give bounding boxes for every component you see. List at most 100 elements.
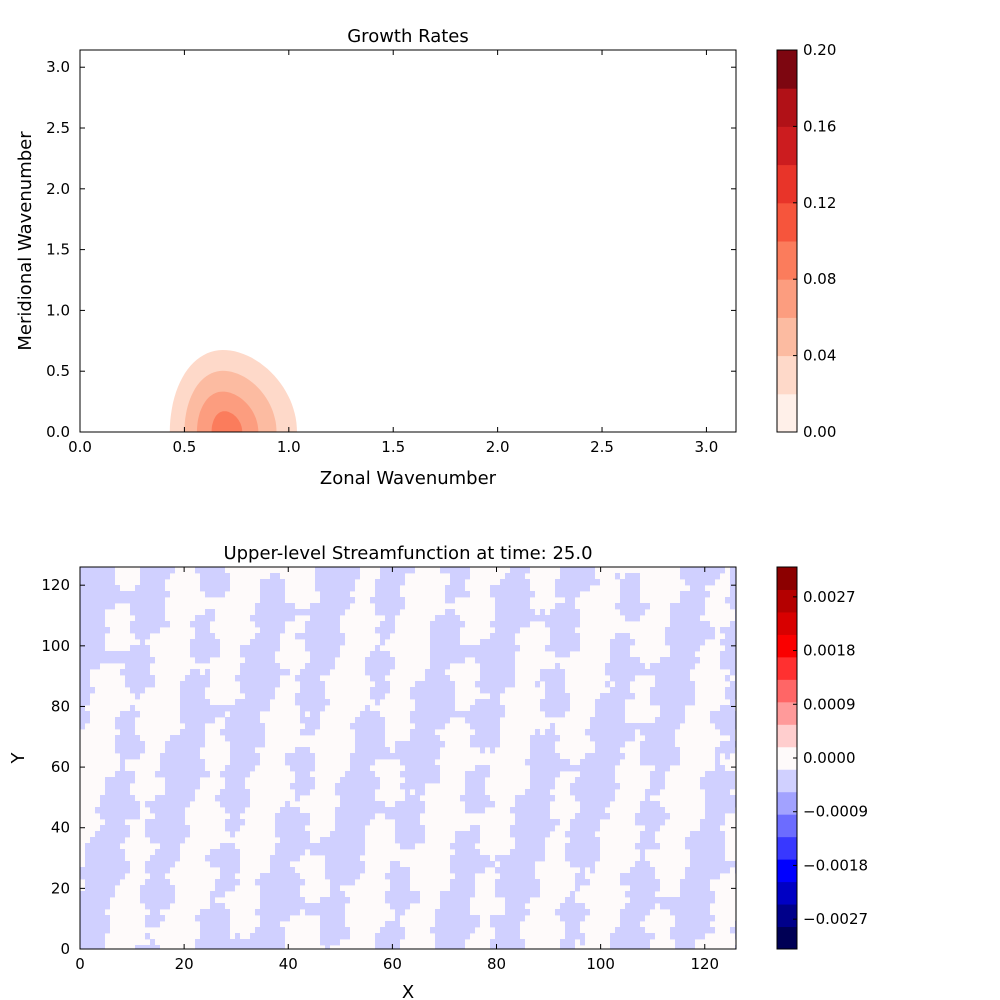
streamfunction-negative-region — [430, 663, 450, 670]
streamfunction-negative-region — [80, 651, 150, 658]
streamfunction-negative-region — [430, 927, 475, 934]
streamfunction-negative-region — [80, 603, 115, 610]
streamfunction-negative-region — [450, 573, 470, 580]
streamfunction-negative-region — [140, 897, 175, 904]
streamfunction-negative-region — [445, 609, 455, 616]
streamfunction-negative-region — [80, 915, 110, 922]
chart2-y-tick-label: 20 — [51, 879, 70, 897]
streamfunction-negative-region — [225, 717, 260, 724]
streamfunction-negative-region — [185, 675, 210, 682]
streamfunction-negative-region — [200, 921, 230, 928]
streamfunction-negative-region — [660, 903, 710, 910]
streamfunction-negative-region — [195, 633, 215, 640]
streamfunction-negative-region — [190, 669, 200, 676]
streamfunction-negative-region — [125, 681, 155, 688]
streamfunction-negative-region — [240, 663, 280, 670]
streamfunction-negative-region — [665, 627, 715, 634]
streamfunction-negative-region — [430, 657, 465, 664]
streamfunction-negative-region — [100, 801, 140, 808]
streamfunction-negative-region — [385, 897, 420, 904]
streamfunction-negative-region — [555, 909, 590, 916]
streamfunction-negative-region — [120, 759, 125, 766]
streamfunction-negative-region — [500, 579, 530, 586]
streamfunction-negative-region — [670, 909, 710, 916]
streamfunction-negative-region — [730, 591, 736, 598]
streamfunction-negative-region — [250, 615, 295, 622]
streamfunction-negative-region — [490, 747, 495, 754]
streamfunction-negative-region — [670, 609, 705, 616]
streamfunction-negative-region — [685, 837, 725, 844]
streamfunction-negative-region — [495, 927, 520, 934]
colorbar1-band — [777, 126, 797, 166]
streamfunction-negative-region — [385, 921, 400, 928]
streamfunction-negative-region — [545, 693, 570, 700]
streamfunction-negative-region — [180, 717, 215, 724]
colorbar2-band — [777, 567, 797, 590]
streamfunction-negative-region — [305, 645, 340, 652]
streamfunction-negative-region — [565, 843, 600, 850]
streamfunction-negative-region — [435, 921, 480, 928]
streamfunction-negative-region — [615, 603, 650, 610]
streamfunction-negative-region — [470, 825, 480, 832]
streamfunction-negative-region — [230, 747, 255, 754]
streamfunction-negative-region — [720, 663, 736, 670]
streamfunction-negative-region — [85, 843, 120, 850]
chart2-y-tick-label: 100 — [41, 637, 70, 655]
streamfunction-negative-region — [120, 669, 150, 676]
streamfunction-negative-region — [540, 669, 565, 676]
streamfunction-negative-region — [640, 753, 680, 760]
streamfunction-negative-region — [510, 849, 545, 856]
streamfunction-negative-region — [655, 765, 670, 772]
streamfunction-negative-region — [335, 825, 365, 832]
streamfunction-negative-region — [140, 567, 175, 574]
streamfunction-negative-region — [150, 837, 185, 844]
streamfunction-negative-region — [375, 603, 405, 610]
streamfunction-negative-region — [380, 573, 405, 580]
streamfunction-negative-region — [330, 891, 345, 898]
streamfunction-negative-region — [260, 873, 300, 880]
streamfunction-negative-region — [540, 675, 565, 682]
streamfunction-negative-region — [595, 711, 625, 718]
streamfunction-negative-region — [200, 933, 230, 940]
streamfunction-negative-region — [680, 573, 720, 580]
streamfunction-negative-region — [570, 825, 600, 832]
streamfunction-negative-region — [555, 603, 575, 610]
streamfunction-negative-region — [80, 909, 105, 916]
streamfunction-negative-region — [675, 915, 715, 922]
streamfunction-negative-region — [515, 819, 560, 826]
streamfunction-negative-region — [530, 777, 555, 784]
streamfunction-negative-region — [210, 891, 225, 898]
streamfunction-negative-region — [335, 819, 370, 826]
streamfunction-negative-region — [330, 879, 355, 886]
streamfunction-negative-region — [85, 855, 125, 862]
streamfunction-negative-region — [645, 789, 660, 796]
chart1-y-label: Meridional Wavenumber — [15, 131, 36, 351]
streamfunction-negative-region — [320, 921, 345, 928]
streamfunction-negative-region — [325, 867, 365, 874]
streamfunction-negative-region — [455, 873, 475, 880]
streamfunction-negative-region — [375, 579, 405, 586]
streamfunction-negative-region — [80, 717, 90, 724]
streamfunction-negative-region — [295, 633, 345, 640]
streamfunction-negative-region — [640, 849, 645, 856]
streamfunction-negative-region — [605, 681, 610, 688]
streamfunction-negative-region — [540, 609, 545, 616]
streamfunction-negative-region — [260, 597, 285, 604]
streamfunction-negative-region — [615, 633, 630, 640]
streamfunction-negative-region — [130, 603, 165, 610]
streamfunction-negative-region — [250, 639, 280, 646]
streamfunction-negative-region — [255, 603, 295, 610]
chart2-y-tick-label: 80 — [51, 697, 70, 715]
chart1-plot-background — [80, 50, 736, 432]
chart1-y-tick-label: 0.5 — [46, 362, 70, 380]
streamfunction-negative-region — [415, 699, 455, 706]
streamfunction-negative-region — [645, 825, 660, 832]
streamfunction-negative-region — [300, 669, 330, 676]
streamfunction-negative-region — [720, 627, 736, 634]
streamfunction-negative-region — [80, 699, 90, 706]
streamfunction-negative-region — [220, 843, 235, 850]
streamfunction-negative-region — [225, 819, 245, 826]
streamfunction-negative-region — [210, 861, 240, 868]
streamfunction-negative-region — [690, 831, 725, 838]
streamfunction-negative-region — [475, 657, 515, 664]
